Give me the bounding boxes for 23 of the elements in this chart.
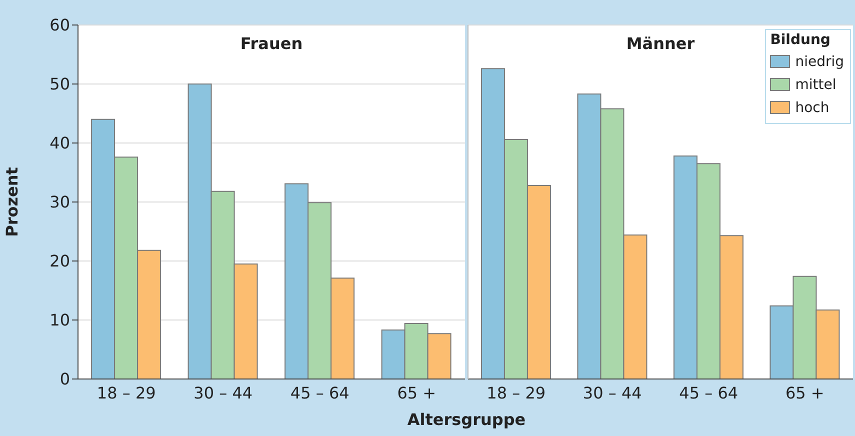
y-tick-label: 10 — [50, 310, 70, 330]
y-tick-label: 50 — [50, 74, 70, 94]
x-tick-label: 45 – 64 — [290, 383, 350, 402]
x-tick-label: 65 + — [397, 383, 436, 402]
legend-label: mittel — [795, 76, 836, 92]
legend-label: niedrig — [795, 54, 844, 70]
x-tick-label: 30 – 44 — [194, 383, 253, 402]
y-tick-label: 0 — [60, 370, 70, 389]
text: Männer — [626, 34, 695, 53]
text: Frauen — [239, 34, 304, 53]
x-tick-label: 18 – 29 — [486, 383, 546, 402]
x-axis-title: Altersgruppe — [406, 410, 527, 429]
y-tick-label: 20 — [50, 252, 70, 271]
y-tick-label: 30 — [50, 192, 70, 212]
x-tick-label: 65 + — [785, 383, 824, 402]
x-tick-label: 18 – 29 — [96, 383, 156, 402]
y-axis-title: Prozent — [2, 166, 22, 237]
y-tick-label: 40 — [50, 134, 70, 153]
legend-label: hoch — [795, 100, 830, 116]
y-tick-label: 60 — [50, 16, 70, 35]
legend-title: Bildung — [770, 32, 832, 48]
x-tick-label: 45 – 64 — [679, 383, 738, 402]
x-tick-label: 30 – 44 — [582, 383, 642, 402]
